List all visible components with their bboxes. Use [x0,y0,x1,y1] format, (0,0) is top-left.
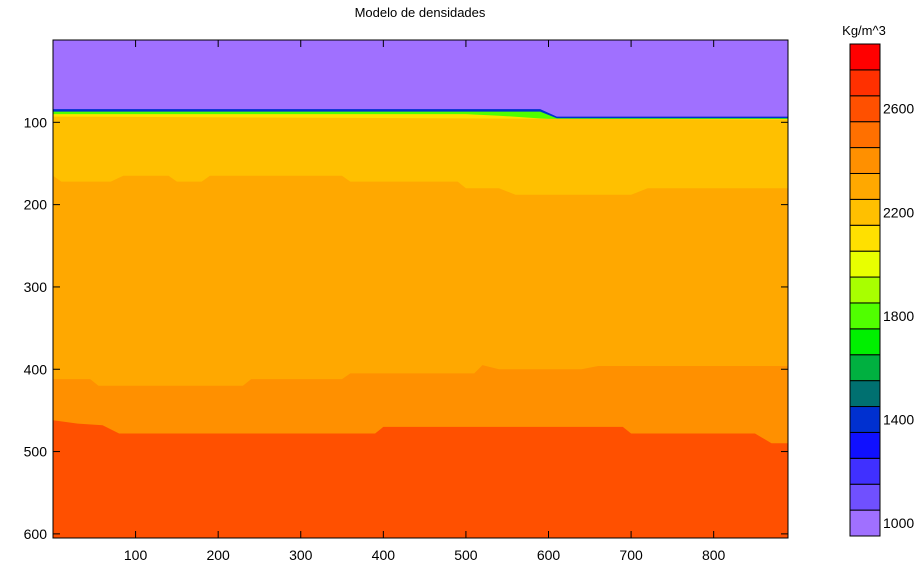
colorbar-tick-label: 1800 [883,308,914,324]
colorbar-swatch-1000 [849,509,881,537]
colorbar-swatch-2400 [849,147,881,174]
plot-frame [52,39,789,539]
colorbar-swatch-1500 [849,380,881,408]
y-tick-label: 600 [24,526,48,542]
y-axis: 100 200 300 400 500 600 [24,114,788,542]
x-tick-label: 400 [372,547,396,563]
colorbar-swatch-1800 [849,302,881,330]
colorbar-swatch-1600 [849,354,881,382]
colorbar-swatch-2600 [849,95,881,123]
x-tick-label: 800 [702,547,726,563]
colorbar-tick-label: 1400 [883,412,914,428]
x-tick-label: 600 [537,547,561,563]
y-tick-label: 100 [24,114,48,130]
colorbar-swatch-1700 [849,328,881,356]
y-tick-label: 300 [24,279,48,295]
colorbar-swatch-1100 [849,483,881,511]
y-tick-label: 200 [24,197,48,213]
colorbar-tick-label: 1000 [883,515,914,531]
colorbar-tick-label: 2200 [883,204,914,220]
density-layer-2600 [53,420,788,538]
chart-title: Modelo de densidades [355,5,486,20]
x-tick-label: 100 [124,547,148,563]
colorbar-swatch-2100 [849,224,881,252]
colorbar-swatch-2800 [849,43,881,71]
x-tick-label: 700 [619,547,643,563]
x-tick-label: 300 [289,547,313,563]
density-layers [53,40,788,539]
x-tick-label: 200 [206,547,230,563]
x-axis: 100 200 300 400 500 600 700 800 [124,40,726,563]
colorbar-swatch-2200 [849,198,881,226]
y-tick-label: 500 [24,444,48,460]
colorbar-swatch-2300 [849,172,881,200]
colorbar-tick-label: 2600 [883,101,914,117]
colorbar-swatch-2500 [849,121,881,149]
y-tick-label: 400 [24,361,48,377]
x-tick-label: 500 [454,547,478,563]
colorbar-swatch-1300 [849,431,881,459]
colorbar-swatch-1900 [849,276,881,304]
colorbar: 1000 1400 1800 2200 2600 [849,43,914,537]
colorbar-swatch-2000 [849,250,881,278]
colorbar-swatch-1400 [849,406,881,433]
colorbar-title: Kg/m^3 [842,23,886,38]
colorbar-swatch-2700 [849,69,881,97]
colorbar-swatch-1200 [849,457,881,485]
